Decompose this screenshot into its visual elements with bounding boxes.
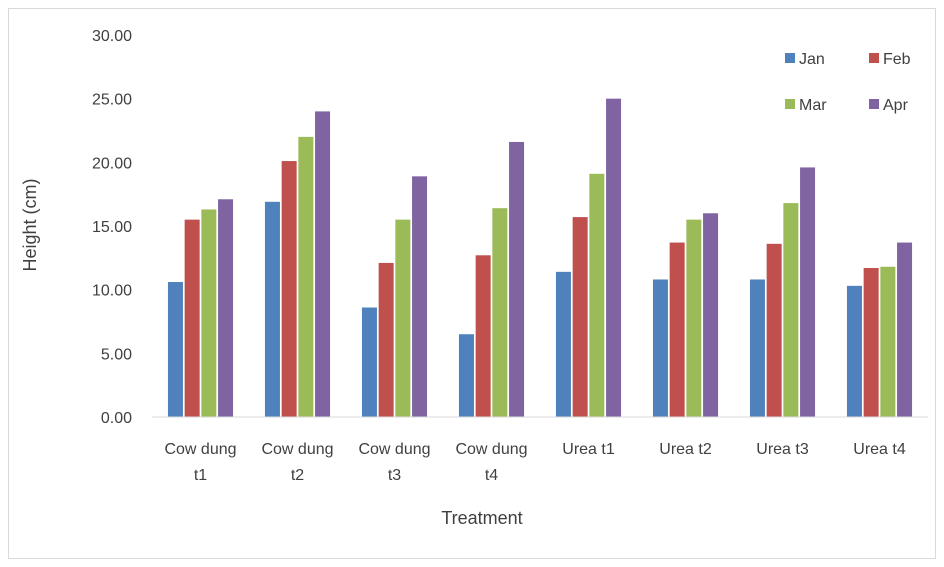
bar-mar <box>783 203 799 417</box>
x-axis-title: Treatment <box>441 508 522 528</box>
bar-apr <box>606 98 622 418</box>
y-tick-label: 5.00 <box>101 346 132 363</box>
bar-mar <box>589 173 605 417</box>
legend-swatch <box>785 99 795 109</box>
bar-feb <box>281 161 297 417</box>
bar-feb <box>766 243 782 417</box>
legend: Jan Feb Mar Apr <box>785 51 911 114</box>
bar-mar <box>395 219 411 417</box>
bar-mar <box>201 209 217 417</box>
x-tick-label: Urea t1 <box>562 441 615 458</box>
bar-apr <box>412 176 428 417</box>
bars <box>167 98 913 418</box>
bar-feb <box>669 242 685 417</box>
bar-mar <box>492 208 508 417</box>
y-tick-label: 25.00 <box>92 92 132 109</box>
bar-feb <box>863 268 879 417</box>
y-tick-label: 30.00 <box>92 28 132 45</box>
y-axis-title: Height (cm) <box>20 178 40 271</box>
bar-mar <box>298 136 314 417</box>
bar-mar <box>880 266 896 417</box>
x-tick-label: Cow dung t4 <box>455 441 527 484</box>
bar-jan <box>749 279 765 417</box>
bar-jan <box>264 201 280 417</box>
bar-mar <box>686 219 702 417</box>
bar-apr <box>509 141 525 417</box>
legend-item-apr: Apr <box>869 97 909 114</box>
bar-feb <box>475 255 491 417</box>
y-axis-ticks: 0.00 5.00 10.00 15.00 20.00 25.00 30.00 <box>92 28 132 427</box>
x-tick-label: Urea t2 <box>659 441 712 458</box>
legend-swatch <box>869 99 879 109</box>
bar-jan <box>361 307 377 417</box>
bar-apr <box>703 213 719 417</box>
bar-apr <box>897 242 913 417</box>
x-axis-ticks: Cow dung t1 Cow dung t2 Cow dung t3 Cow dung t4… <box>164 441 905 484</box>
y-tick-label: 20.00 <box>92 155 132 172</box>
legend-item-mar: Mar <box>785 97 827 114</box>
legend-item-feb: Feb <box>869 51 911 68</box>
x-tick-label: Cow dung t1 <box>164 441 236 484</box>
bar-feb <box>378 262 394 417</box>
legend-label: Jan <box>799 51 825 68</box>
y-tick-label: 10.00 <box>92 283 132 300</box>
legend-swatch <box>869 53 879 63</box>
legend-swatch <box>785 53 795 63</box>
bar-feb <box>184 219 200 417</box>
bar-jan <box>458 334 474 417</box>
x-tick-label: Cow dung t3 <box>358 441 430 484</box>
bar-jan <box>652 279 668 417</box>
bar-jan <box>846 285 862 417</box>
y-tick-label: 0.00 <box>101 410 132 427</box>
x-tick-label: Cow dung t2 <box>261 441 333 484</box>
bar-apr <box>218 199 234 417</box>
bar-feb <box>572 217 588 417</box>
bar-jan <box>555 271 571 417</box>
y-tick-label: 15.00 <box>92 219 132 236</box>
legend-item-jan: Jan <box>785 51 825 68</box>
bar-apr <box>800 167 816 417</box>
x-tick-label: Urea t4 <box>853 441 906 458</box>
legend-label: Mar <box>799 97 827 114</box>
legend-label: Apr <box>883 97 909 114</box>
x-tick-label: Urea t3 <box>756 441 809 458</box>
bar-apr <box>315 111 331 418</box>
legend-label: Feb <box>883 51 911 68</box>
bar-jan <box>167 282 183 417</box>
